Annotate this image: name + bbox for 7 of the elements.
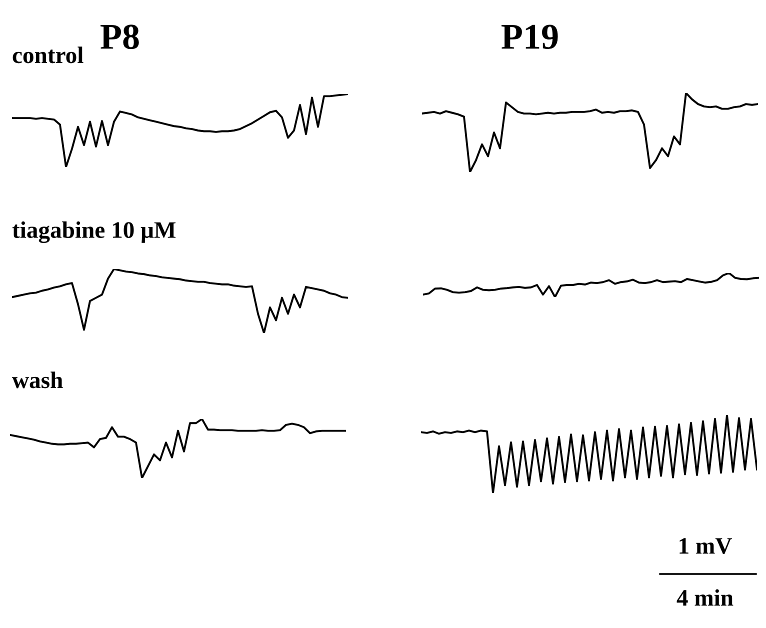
chart-title: P19 [502,24,558,50]
text: tiagabine 10 μM [12,221,176,243]
text: wash [12,372,63,388]
text: control [12,46,84,64]
chart-title: P8 [100,24,139,50]
text: 1 mV [680,538,732,554]
text: 4 min [676,589,734,606]
